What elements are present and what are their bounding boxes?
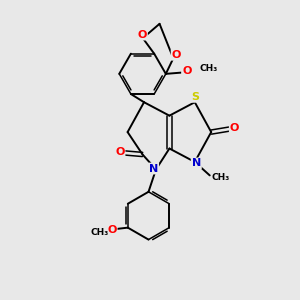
Text: O: O [172, 50, 181, 60]
Text: N: N [192, 158, 201, 168]
Text: O: O [182, 67, 191, 76]
Text: N: N [149, 164, 158, 173]
Text: CH₃: CH₃ [199, 64, 218, 73]
Text: O: O [137, 30, 147, 40]
Text: O: O [230, 123, 239, 133]
Text: O: O [107, 225, 117, 235]
Text: CH₃: CH₃ [211, 173, 230, 182]
Text: O: O [115, 147, 124, 157]
Text: CH₃: CH₃ [91, 228, 109, 237]
Text: S: S [192, 92, 200, 102]
